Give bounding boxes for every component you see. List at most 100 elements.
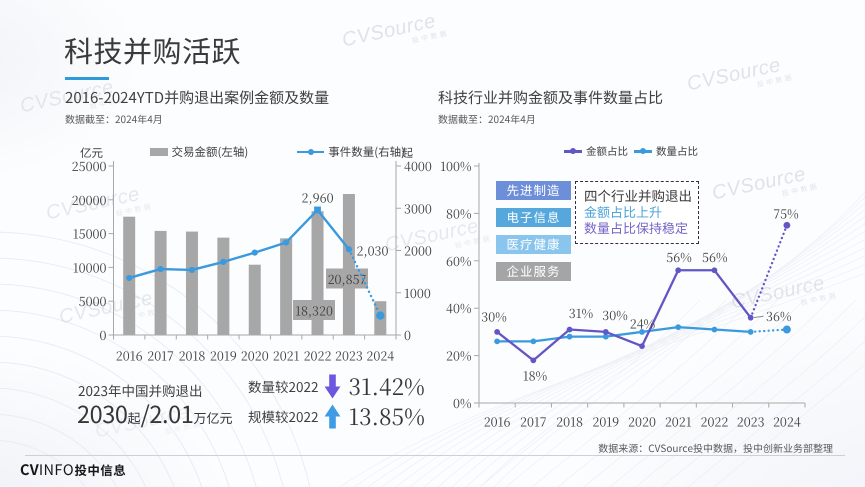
axis-line [713, 363, 865, 487]
axis-line [395, 238, 865, 487]
x-axis-tick-label: 2023 [737, 413, 765, 431]
line-point-marker [675, 324, 682, 331]
bar [280, 238, 293, 335]
axis-line [557, 299, 779, 487]
bar [342, 194, 355, 335]
y-axis-tick-label: 0 [100, 326, 107, 344]
y-axis-tick-label: 20% [446, 347, 471, 365]
axis-line [381, 247, 865, 487]
line-value-label: 2,960 [302, 189, 334, 207]
share-value-label: 75% [773, 205, 798, 223]
share-value-label: 18% [523, 367, 547, 385]
x-axis-tick-label: 2023 [335, 347, 363, 365]
industry-tag-advanced-manufacturing: 先进制造 [496, 180, 571, 200]
share-value-label: 56% [666, 248, 692, 266]
x-axis-tick-label: 2017 [520, 413, 547, 431]
bar-label-box [326, 268, 368, 289]
line-point-marker [376, 311, 385, 320]
callout-line2: 金额占比上升 [584, 202, 663, 221]
x-axis-tick-label: 2016 [484, 413, 511, 431]
stat-amount-vs-2022: 规模较2022 13.85% [248, 401, 425, 431]
industry-tag-enterprise-services: 企业服务 [496, 261, 571, 281]
y-axis-tick-label: 15000 [73, 225, 107, 243]
bar-label-box [293, 300, 335, 320]
line-point-marker [188, 266, 196, 274]
line-point-marker [782, 325, 791, 334]
line-swatch-icon [634, 148, 652, 155]
data-line [749, 328, 789, 334]
summary-count: 2030 [77, 396, 128, 430]
summary-heading: 2023年中国并购退出 [78, 380, 203, 400]
footer-logo-info: INFO [38, 458, 74, 480]
line-point-marker [126, 274, 133, 282]
line-swatch-dot [307, 148, 314, 155]
footer-logo-cn: 投中信息 [74, 459, 127, 479]
arrow-down-glyph [325, 374, 341, 398]
stat-value: 31.42% [348, 370, 425, 402]
summary-amount: 2.01 [149, 396, 194, 430]
bar-value-label: 18,320 [295, 302, 333, 320]
bar-swatch-icon [149, 148, 168, 156]
y-axis-tick-label: 100% [440, 157, 471, 175]
data-line [128, 208, 350, 280]
x-axis-tick-label: 2024 [366, 347, 394, 365]
data-line [749, 224, 789, 319]
x-axis-tick-label: 2021 [665, 413, 692, 431]
line-point-marker [639, 343, 645, 350]
data-line [496, 269, 752, 362]
axis-line [609, 299, 831, 487]
x-axis-tick-label: 2018 [179, 347, 206, 365]
bar [248, 264, 261, 335]
left-chart-legend: 交易金额(左轴) 事件数量(右轴) [149, 144, 406, 160]
y-axis-tick-label: 3000 [404, 199, 432, 217]
stat-label: 规模较2022 [248, 406, 319, 426]
data-source-note: 数据来源：CVSource投中数据，投中创新业务部整理 [598, 440, 833, 455]
label-leader-line [753, 315, 764, 318]
line-point-marker [283, 239, 290, 246]
axis-line [437, 215, 865, 487]
line-point-marker [747, 314, 754, 321]
y-axis-tick-label: 20000 [72, 191, 107, 209]
legend-label: 事件数量(右轴) [328, 144, 406, 160]
title-underline-accent [65, 76, 109, 81]
callout-box: 四个行业并购退出 金额占比上升 数量占比保持稳定 [575, 181, 699, 244]
y-axis-tick-label: 2000 [404, 242, 432, 260]
x-axis-tick-label: 2019 [210, 347, 237, 365]
line-point-marker [220, 258, 227, 266]
share-value-label: 30% [481, 308, 506, 326]
stat-value: 13.85% [348, 400, 425, 432]
x-axis-tick-label: 2020 [241, 347, 269, 365]
industry-tag-healthcare: 医疗健康 [496, 234, 571, 254]
right-chart-title: 科技行业并购金额及事件数量占比 [438, 86, 664, 108]
industry-tag-electronic-information: 电子信息 [496, 207, 571, 227]
line-swatch-dot [640, 148, 646, 155]
line-point-marker [345, 246, 353, 253]
axis-line [451, 208, 865, 487]
x-axis-tick-label: 2024 [773, 413, 801, 431]
line-point-marker [602, 333, 609, 340]
line-swatch-icon [297, 148, 325, 155]
line-point-marker [314, 206, 321, 214]
summary-figures: 2030 起/2.01 万亿元 [77, 399, 232, 427]
data-line [347, 248, 382, 317]
arrow-up-glyph [325, 404, 341, 428]
y-axis-tick-label: 0% [453, 394, 472, 412]
footer-logo-cv: CV [20, 458, 39, 480]
line-point-marker [157, 265, 164, 273]
summary-amount-unit: 万亿元 [193, 408, 233, 427]
y-axis-tick-label: 25000 [72, 157, 107, 175]
bar [154, 230, 167, 335]
x-axis-tick-label: 2021 [273, 347, 300, 365]
bar-value-label: 20,857 [328, 270, 367, 288]
share-value-label: 24% [630, 315, 655, 333]
x-axis-tick-label: 2020 [628, 413, 656, 431]
y-axis-tick-label: 4000 [404, 157, 432, 175]
axis-line [687, 340, 865, 487]
legend-item-amount-share: 金额占比 [564, 144, 628, 159]
line-point-marker [783, 221, 791, 229]
left-axis-unit-label: 亿元 [80, 145, 103, 161]
stat-count-vs-2022: 数量较2022 31.42% [248, 371, 425, 401]
line-swatch-icon [564, 148, 582, 155]
line-point-marker [494, 338, 501, 345]
axis-line [367, 255, 865, 487]
